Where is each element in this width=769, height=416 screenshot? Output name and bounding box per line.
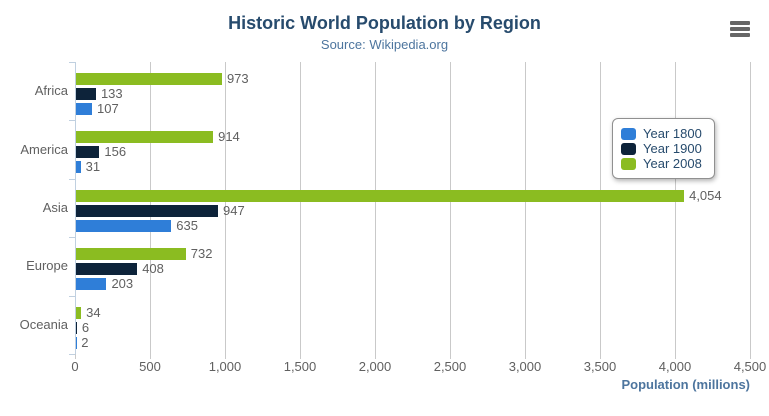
bar-value-label: 107 [97,101,119,116]
value-axis-tick [150,354,151,359]
legend-item-year-2008[interactable]: Year 2008 [621,156,702,171]
gridline [750,62,751,354]
x-tick-label: 3,000 [508,359,542,374]
x-tick-label: 1,000 [208,359,242,374]
x-tick-label: 500 [139,359,161,374]
category-axis-tick [69,354,75,355]
plot-area: 973 133 107 914 156 31 4,054 947 635 732 408 203 34 6… [69,62,751,359]
value-axis-tick [225,354,226,359]
x-tick-label: 1,500 [283,359,317,374]
bar-america-year-2008[interactable] [76,131,214,144]
x-axis-title: Population (millions) [621,377,750,392]
legend-item-year-1900[interactable]: Year 1900 [621,141,702,156]
category-axis-tick [69,62,75,63]
bar-value-label: 133 [100,86,123,101]
legend-swatch [621,127,636,140]
chart-title: Historic World Population by Region [228,13,541,33]
x-tick-label: 4,000 [658,359,692,374]
legend-label: Year 2008 [643,156,702,171]
bar-oceania-year-1800[interactable] [76,336,77,349]
bar-asia-year-1800[interactable] [76,219,172,232]
x-tick-label: 2,500 [433,359,467,374]
value-axis-tick [525,354,526,359]
category-axis-tick [69,120,75,121]
category-label: America [20,141,68,157]
bar-europe-year-2008[interactable] [76,248,186,261]
value-axis-tick [75,354,76,359]
gridline [675,62,676,354]
x-tick-label: 4,500 [733,359,767,374]
bar-asia-year-1900[interactable] [76,204,219,217]
value-axis-tick [750,354,751,359]
bar-africa-year-2008[interactable] [76,73,222,85]
gridline [450,62,451,354]
bar-america-year-1900[interactable] [76,146,100,159]
bar-value-label: 947 [223,202,245,218]
legend-label: Year 1800 [643,126,702,141]
hamburger-icon [730,33,750,37]
gridline [375,62,376,354]
value-axis-tick [600,354,601,359]
value-axis-tick [300,354,301,359]
bar-africa-year-1900[interactable] [76,88,96,100]
bar-value-label: 203 [111,276,134,292]
legend-item-year-1800[interactable]: Year 1800 [621,126,702,141]
hamburger-icon [730,21,750,25]
gridline [225,62,226,354]
category-axis-tick [69,296,75,297]
bar-europe-year-1900[interactable] [76,263,138,276]
bar-value-label: 2 [81,334,89,350]
bar-europe-year-1800[interactable] [76,278,107,291]
context-menu-button[interactable] [728,19,752,39]
bar-value-label: 34 [86,304,101,320]
bar-value-label: 6 [81,319,90,335]
bar-africa-year-1800[interactable] [76,103,93,115]
category-axis-tick [69,237,75,238]
bar-value-label: 635 [176,217,198,233]
x-tick-label: 0 [71,359,79,374]
x-tick-label: 2,000 [358,359,392,374]
bar-america-year-1800[interactable] [76,161,81,174]
bar-oceania-year-2008[interactable] [76,306,82,319]
bar-asia-year-2008[interactable] [76,189,685,202]
category-label: Asia [42,200,68,215]
value-axis-tick [450,354,451,359]
category-label: Europe [26,258,68,274]
category-label: Oceania [19,316,68,332]
category-axis-line [75,62,76,354]
bar-value-label: 914 [218,129,240,145]
value-axis-tick [675,354,676,359]
value-axis-tick [375,354,376,359]
gridline [300,62,301,354]
category-axis-tick [69,179,75,180]
legend: Year 1800 Year 1900 Year 2008 [612,118,715,179]
chart-subtitle: Source: Wikipedia.org [320,37,449,52]
bar-value-label: 973 [226,71,249,86]
legend-label: Year 1900 [643,141,702,156]
legend-swatch [621,157,636,170]
bar-value-label: 31 [85,159,101,175]
bar-value-label: 156 [104,144,127,160]
x-tick-label: 3,500 [583,359,617,374]
category-label: Africa [34,83,68,99]
gridline [525,62,526,354]
bar-value-label: 408 [142,261,164,277]
hamburger-icon [730,27,750,31]
gridline [600,62,601,354]
bar-oceania-year-1900[interactable] [76,321,77,334]
bar-value-label: 732 [190,246,213,262]
bar-value-label: 4,054 [689,187,722,203]
legend-swatch [621,142,636,155]
